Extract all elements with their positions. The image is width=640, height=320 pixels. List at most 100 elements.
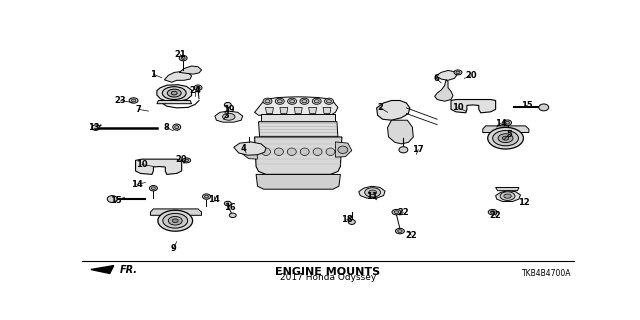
Text: 15: 15 xyxy=(110,196,122,205)
Polygon shape xyxy=(266,108,273,114)
Text: 10: 10 xyxy=(452,103,464,112)
Text: FR.: FR. xyxy=(120,265,138,275)
Ellipse shape xyxy=(454,70,462,75)
Ellipse shape xyxy=(185,159,189,162)
Ellipse shape xyxy=(172,91,177,95)
Polygon shape xyxy=(256,174,340,189)
Polygon shape xyxy=(495,191,520,202)
Polygon shape xyxy=(150,209,202,215)
Ellipse shape xyxy=(324,98,333,104)
Text: 9: 9 xyxy=(170,244,176,253)
Ellipse shape xyxy=(300,98,309,104)
Ellipse shape xyxy=(488,127,524,149)
Ellipse shape xyxy=(152,187,156,189)
Text: 14: 14 xyxy=(131,180,143,189)
Text: 23: 23 xyxy=(115,96,127,105)
Ellipse shape xyxy=(456,71,460,74)
Ellipse shape xyxy=(225,201,231,206)
Ellipse shape xyxy=(504,120,511,125)
Ellipse shape xyxy=(392,209,401,215)
Text: ENGINE MOUNTS: ENGINE MOUNTS xyxy=(275,268,381,277)
Text: 19: 19 xyxy=(223,105,235,114)
Ellipse shape xyxy=(172,219,178,223)
Ellipse shape xyxy=(168,216,182,225)
Polygon shape xyxy=(335,142,352,157)
Ellipse shape xyxy=(326,100,332,103)
Text: 18: 18 xyxy=(341,215,353,224)
Ellipse shape xyxy=(179,55,187,61)
Text: TKB4B4700A: TKB4B4700A xyxy=(522,269,571,278)
Polygon shape xyxy=(388,120,413,144)
Text: 20: 20 xyxy=(176,155,188,164)
Ellipse shape xyxy=(108,196,117,203)
Text: 2017 Honda Odyssey: 2017 Honda Odyssey xyxy=(280,273,376,282)
Polygon shape xyxy=(164,72,191,82)
Ellipse shape xyxy=(313,148,322,156)
Text: 3: 3 xyxy=(223,111,229,120)
Ellipse shape xyxy=(129,98,138,103)
Polygon shape xyxy=(376,100,410,120)
Ellipse shape xyxy=(150,186,157,191)
Ellipse shape xyxy=(167,89,181,97)
Ellipse shape xyxy=(163,213,188,228)
Ellipse shape xyxy=(396,228,404,234)
Ellipse shape xyxy=(158,210,193,231)
Polygon shape xyxy=(241,144,257,159)
Text: 12: 12 xyxy=(518,198,530,207)
Polygon shape xyxy=(215,111,243,122)
Ellipse shape xyxy=(369,190,376,195)
Ellipse shape xyxy=(488,209,497,215)
Ellipse shape xyxy=(229,213,236,218)
Text: 4: 4 xyxy=(241,144,246,153)
Text: 2: 2 xyxy=(377,103,383,112)
Ellipse shape xyxy=(399,147,408,153)
Text: 8: 8 xyxy=(164,123,170,132)
Polygon shape xyxy=(308,108,317,114)
Polygon shape xyxy=(451,100,495,113)
Ellipse shape xyxy=(302,100,307,103)
Polygon shape xyxy=(483,126,529,132)
Ellipse shape xyxy=(196,86,200,89)
Text: 20: 20 xyxy=(465,71,477,80)
Ellipse shape xyxy=(277,100,282,103)
Ellipse shape xyxy=(194,85,202,90)
Ellipse shape xyxy=(173,124,180,130)
Polygon shape xyxy=(136,159,182,174)
Text: 6: 6 xyxy=(433,74,439,83)
Ellipse shape xyxy=(287,148,296,156)
Ellipse shape xyxy=(262,148,271,156)
Text: 22: 22 xyxy=(490,211,502,220)
Text: 24: 24 xyxy=(189,86,201,95)
Ellipse shape xyxy=(500,192,515,200)
Text: 7: 7 xyxy=(136,105,141,114)
Text: 10: 10 xyxy=(136,160,148,169)
Text: 22: 22 xyxy=(406,230,417,240)
Polygon shape xyxy=(261,114,335,122)
Ellipse shape xyxy=(490,211,495,213)
Text: 1: 1 xyxy=(150,70,156,79)
Ellipse shape xyxy=(181,57,185,60)
Ellipse shape xyxy=(92,125,100,130)
Ellipse shape xyxy=(300,148,309,156)
Text: 5: 5 xyxy=(506,130,512,139)
Ellipse shape xyxy=(290,100,294,103)
Polygon shape xyxy=(255,97,338,115)
Ellipse shape xyxy=(275,148,284,156)
Polygon shape xyxy=(255,137,342,174)
Polygon shape xyxy=(294,108,302,114)
Ellipse shape xyxy=(502,136,509,140)
Ellipse shape xyxy=(312,98,321,104)
Text: 16: 16 xyxy=(224,203,236,212)
Polygon shape xyxy=(323,108,331,114)
Polygon shape xyxy=(435,80,453,101)
Ellipse shape xyxy=(397,230,402,232)
Ellipse shape xyxy=(348,220,355,224)
Ellipse shape xyxy=(175,126,179,129)
Ellipse shape xyxy=(225,102,231,108)
Polygon shape xyxy=(157,100,191,104)
Polygon shape xyxy=(436,70,457,80)
Ellipse shape xyxy=(493,131,518,146)
Text: 21: 21 xyxy=(174,50,186,59)
Ellipse shape xyxy=(394,211,399,213)
Ellipse shape xyxy=(314,100,319,103)
